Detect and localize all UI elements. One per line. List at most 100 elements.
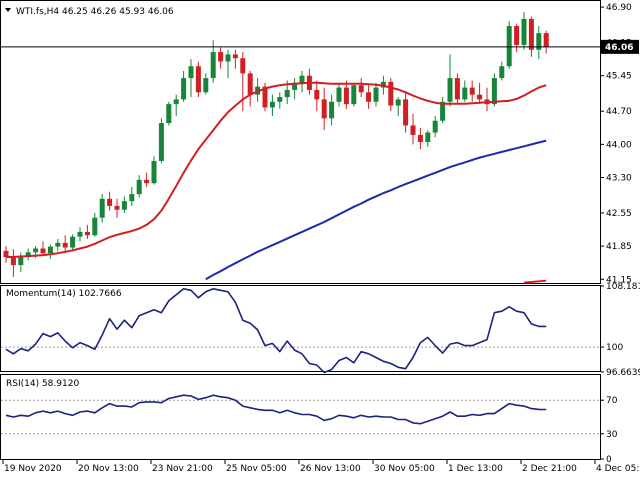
candle-body xyxy=(247,73,253,95)
momentum-line xyxy=(5,288,547,374)
price-axis-tick-label: 44.70 xyxy=(606,107,632,117)
candle-body xyxy=(262,86,268,108)
symbol-dropdown[interactable] xyxy=(5,8,11,12)
candle-body xyxy=(432,120,438,133)
candle-body xyxy=(232,54,238,59)
candle-body xyxy=(425,132,431,142)
rsi-pane-frame xyxy=(0,374,601,460)
candle xyxy=(462,80,468,102)
candle xyxy=(136,175,142,198)
candle xyxy=(395,97,401,116)
candle xyxy=(373,82,379,107)
candle xyxy=(25,248,31,261)
candle-body xyxy=(491,78,497,105)
candle-body xyxy=(366,92,372,102)
candle-body xyxy=(55,242,61,247)
candle-body xyxy=(188,66,194,79)
time-axis: 19 Nov 2020 20 Nov 13:00 23 Nov 21:00 25 No… xyxy=(2,459,640,474)
candle xyxy=(536,26,542,60)
current-price-line: 46.06 xyxy=(1,39,639,54)
time-tick-label: 1 Dec 13:00 xyxy=(448,464,503,474)
candle xyxy=(521,11,527,50)
candle xyxy=(469,80,475,102)
candle-body xyxy=(203,78,209,93)
candle-body xyxy=(84,231,90,236)
time-tick-label: 26 Nov 13:00 xyxy=(300,464,361,474)
time-tick-label: 4 Dec 05:00 xyxy=(596,464,640,474)
candle xyxy=(40,241,46,255)
candle xyxy=(292,78,298,100)
price-axis-tick-label: 46.90 xyxy=(606,3,632,13)
momentum-title: Momentum(14) 102.7666 xyxy=(6,289,122,299)
rsi-axis-tick-label: 30 xyxy=(606,430,618,440)
candle-body xyxy=(514,26,520,45)
candle xyxy=(240,52,246,112)
candle-body xyxy=(447,78,453,102)
candle-body xyxy=(269,101,275,108)
candle-body xyxy=(99,198,105,218)
candle xyxy=(351,82,357,107)
momentum-series xyxy=(5,288,547,374)
candle-body xyxy=(536,33,542,50)
candle xyxy=(528,16,534,57)
candle xyxy=(144,172,150,187)
candle-body xyxy=(314,89,320,100)
candle xyxy=(84,224,90,240)
candle-body xyxy=(210,52,216,79)
candle-body xyxy=(329,101,335,119)
candle xyxy=(454,73,460,105)
candle-body xyxy=(129,194,135,202)
candle-body xyxy=(358,85,364,93)
candle xyxy=(151,156,157,185)
candle-body xyxy=(343,87,349,105)
candle xyxy=(336,82,342,107)
candle-body xyxy=(299,75,305,83)
time-tick-label: 19 Nov 2020 xyxy=(4,464,62,474)
candle xyxy=(269,94,275,116)
candle-body xyxy=(181,78,187,100)
candle-body xyxy=(373,87,379,102)
time-tick-label: 23 Nov 21:00 xyxy=(152,464,213,474)
candle-body xyxy=(506,26,512,67)
candle xyxy=(181,71,187,102)
candle-body xyxy=(158,123,164,161)
candle xyxy=(158,118,164,164)
momentum-axis-tick-label: 96.6639 xyxy=(606,368,640,378)
candle xyxy=(166,101,172,126)
time-tick-label: 30 Nov 05:00 xyxy=(374,464,435,474)
price-label-box xyxy=(601,39,639,54)
candle xyxy=(299,71,305,93)
candle-body xyxy=(321,99,327,119)
momentum-axis-tick-label: 108.1813 xyxy=(606,282,640,292)
candle xyxy=(92,213,98,237)
candle-body xyxy=(284,89,290,98)
sma-slow-line xyxy=(205,139,547,281)
candle-body xyxy=(62,242,68,248)
candle xyxy=(366,85,372,109)
candle xyxy=(55,239,61,252)
candle-body xyxy=(528,18,534,50)
main-pane-frame xyxy=(0,0,601,284)
candle-body xyxy=(33,248,39,253)
candle-body xyxy=(277,97,283,102)
price-axis-tick-label: 42.55 xyxy=(606,209,632,219)
momentum-pane-frame xyxy=(0,285,601,372)
candle-body xyxy=(47,246,53,254)
chevron-down-icon xyxy=(5,8,11,12)
candle-body xyxy=(403,99,409,126)
candle xyxy=(432,115,438,138)
candle xyxy=(218,47,224,69)
time-tick-label: 2 Dec 21:00 xyxy=(522,464,577,474)
candle xyxy=(358,78,364,98)
candle-body xyxy=(77,231,83,237)
time-tick-label: 25 Nov 05:00 xyxy=(226,464,287,474)
candle-body xyxy=(336,87,342,102)
candle xyxy=(77,227,83,242)
candle xyxy=(47,244,53,259)
candle xyxy=(425,130,431,147)
rsi-line xyxy=(5,394,547,425)
candle xyxy=(195,61,201,98)
candle xyxy=(232,49,238,69)
candle-body xyxy=(173,99,179,105)
candle xyxy=(129,186,135,206)
